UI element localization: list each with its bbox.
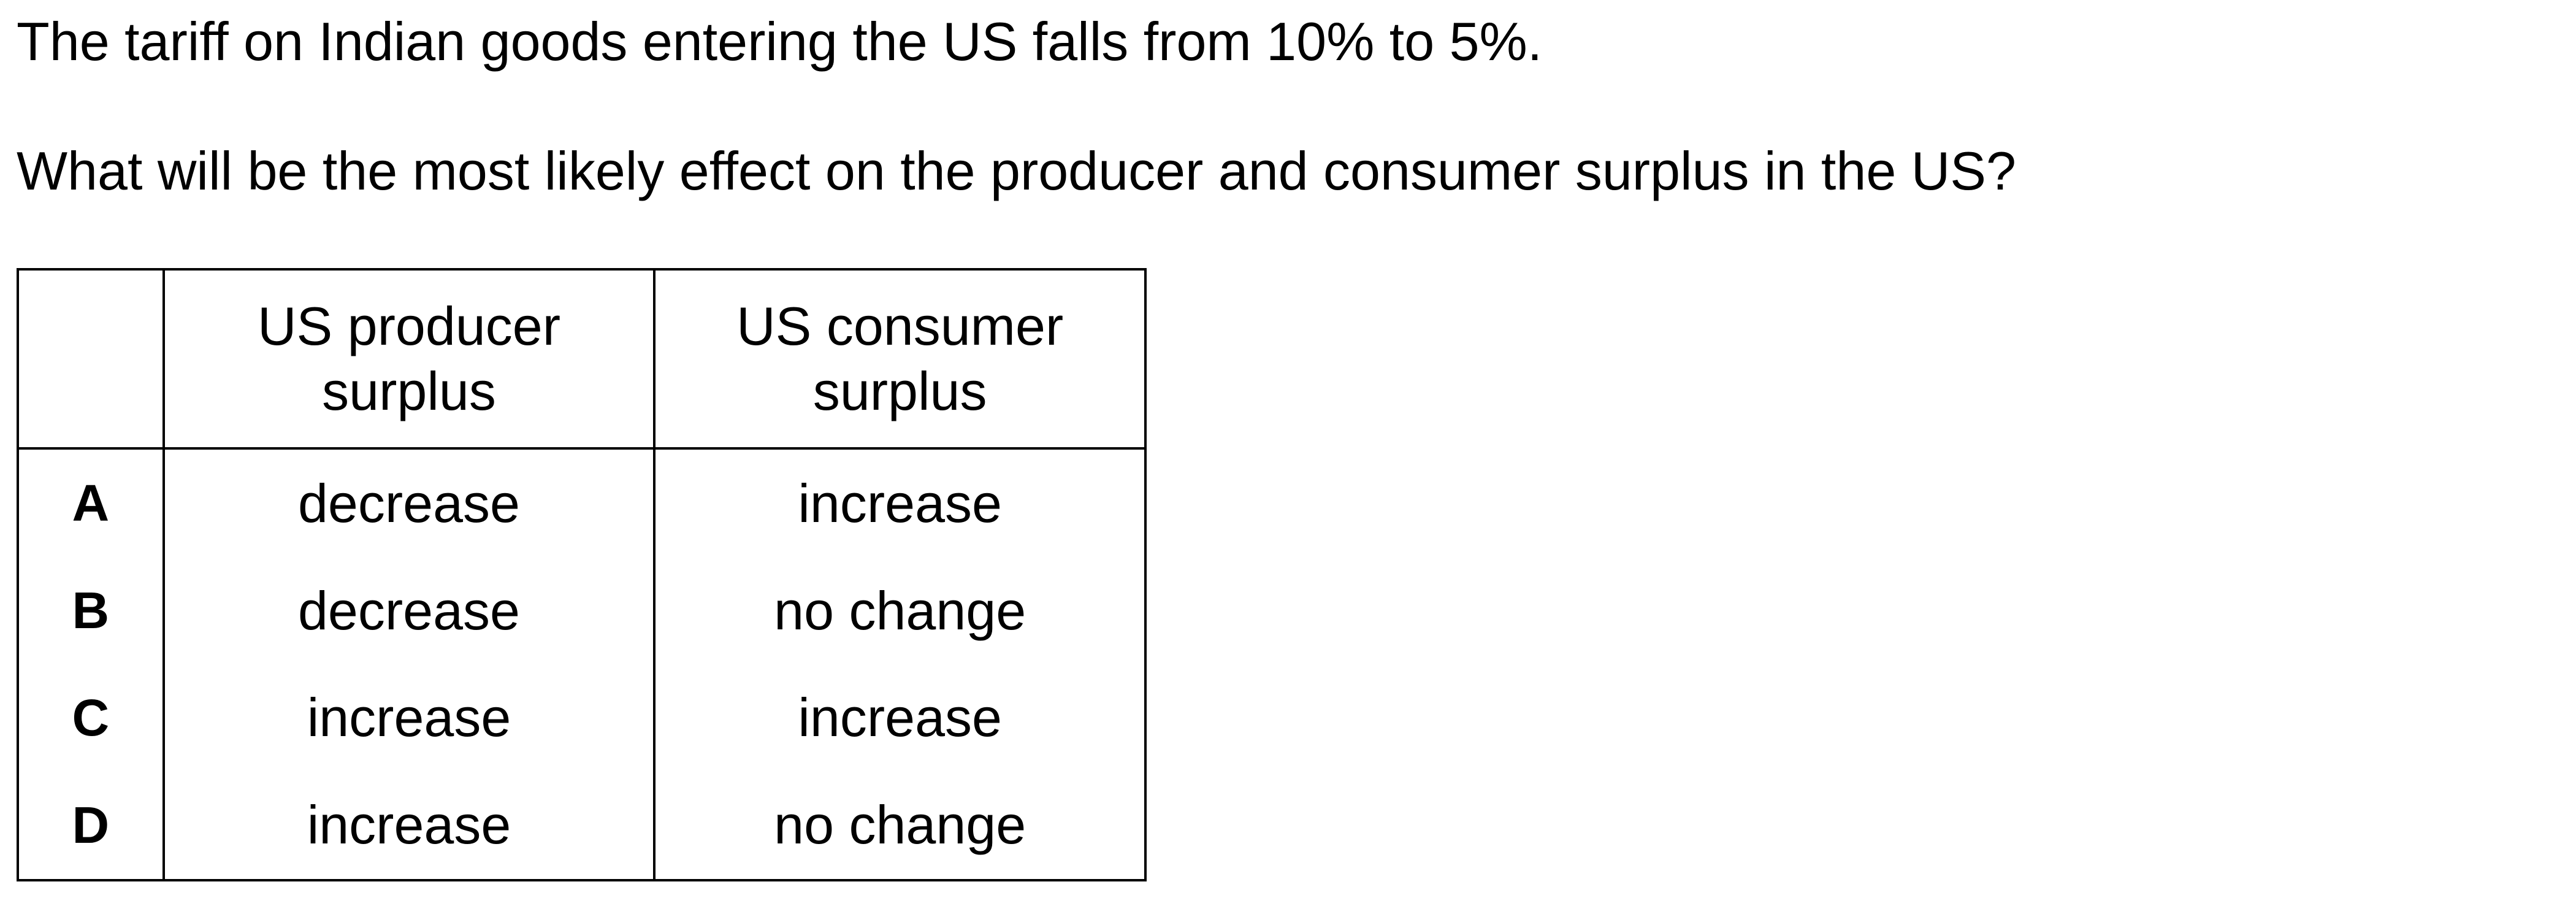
option-letter: B [72,582,110,640]
table-header-row: US producer surplus US consumer surplus [18,269,1145,450]
consumer-effect: no change [653,771,1145,880]
header-producer-surplus: US producer surplus [162,269,655,450]
question-statement: The tariff on Indian goods entering the … [17,11,1543,72]
option-letter: D [72,796,110,854]
header-consumer-surplus: US consumer surplus [653,269,1145,450]
producer-effect: decrease [162,448,655,558]
producer-effect: decrease [162,557,655,664]
option-row-d: D increase no change [18,771,1145,880]
consumer-effect: increase [653,664,1145,772]
header-producer-label: US producer surplus [257,296,560,421]
consumer-effect: no change [653,557,1145,664]
question-prompt: What will be the most likely effect on t… [17,140,2016,201]
header-letter-cell [18,269,164,450]
option-letter: C [72,688,110,747]
producer-effect: increase [162,664,655,772]
header-consumer-label: US consumer surplus [736,296,1064,421]
option-letter: A [72,474,110,532]
consumer-effect: increase [653,448,1145,558]
answer-options-table: US producer surplus US consumer surplus … [17,268,1147,881]
option-row-c: C increase increase [18,664,1145,772]
option-row-a: A decrease increase [18,448,1145,558]
option-row-b: B decrease no change [18,557,1145,664]
producer-effect: increase [162,771,655,880]
